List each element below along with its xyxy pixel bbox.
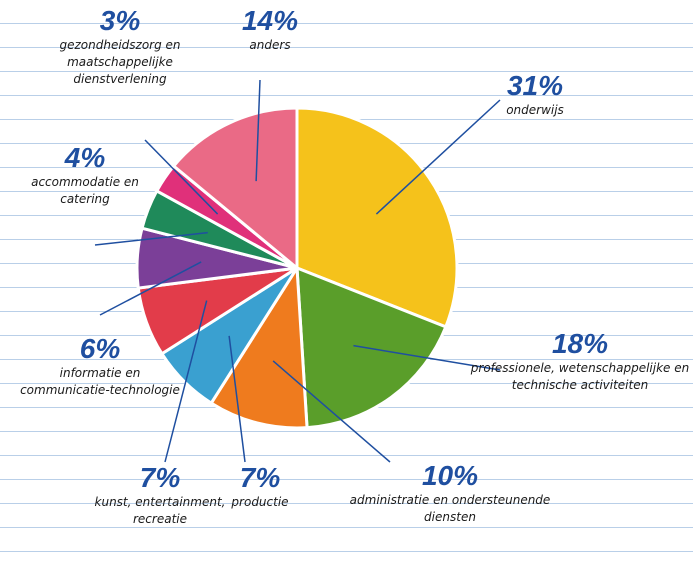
pie-slice [171,106,299,272]
percent-label: 10% [421,460,479,491]
slice-label: 6% informatie en communicatie-technologie [20,333,180,399]
category-label: kunst, entertainment, recreatie [94,495,226,526]
category-label: accommodatie en catering [31,175,139,206]
leader-line [272,360,391,463]
percent-label: 4% [64,142,106,173]
slice-label: 3% gezondheidszorg en maatschappelijke di… [30,5,210,88]
percent-label: 3% [99,5,141,36]
pie-slice [295,265,448,430]
percent-label: 7% [239,462,281,493]
leader-line [94,231,208,246]
leader-line [144,139,219,215]
percent-label: 6% [79,333,121,364]
category-label: anders [249,38,291,52]
slice-label: 7% productie [215,462,305,511]
leader-line [228,335,246,463]
slice-label: 14% anders [220,5,320,54]
leader-line [164,300,208,463]
slice-label: 4% accommodatie en catering [20,142,150,208]
percent-label: 31% [506,70,564,101]
category-label: administratie en ondersteunende diensten [349,493,551,524]
leader-line [99,261,202,316]
percent-label: 14% [241,5,299,36]
percent-label: 7% [139,462,181,493]
slice-label: 10% administratie en ondersteunende diens… [330,460,570,526]
slice-label: 7% kunst, entertainment, recreatie [90,462,230,528]
category-label: gezondheidszorg en maatschappelijke dien… [59,38,181,86]
pie-slice [295,106,459,329]
leader-line [375,99,501,215]
category-label: professionele, wetenschappelijke en tech… [470,361,690,392]
percent-label: 18% [551,328,609,359]
leader-line [353,344,501,371]
category-label: informatie en communicatie-technologie [20,366,180,397]
slice-label: 18% professionele, wetenschappelijke en t… [470,328,690,394]
category-label: onderwijs [506,103,564,117]
slice-label: 31% onderwijs [460,70,610,119]
category-label: productie [231,495,289,509]
leader-line [255,79,261,182]
